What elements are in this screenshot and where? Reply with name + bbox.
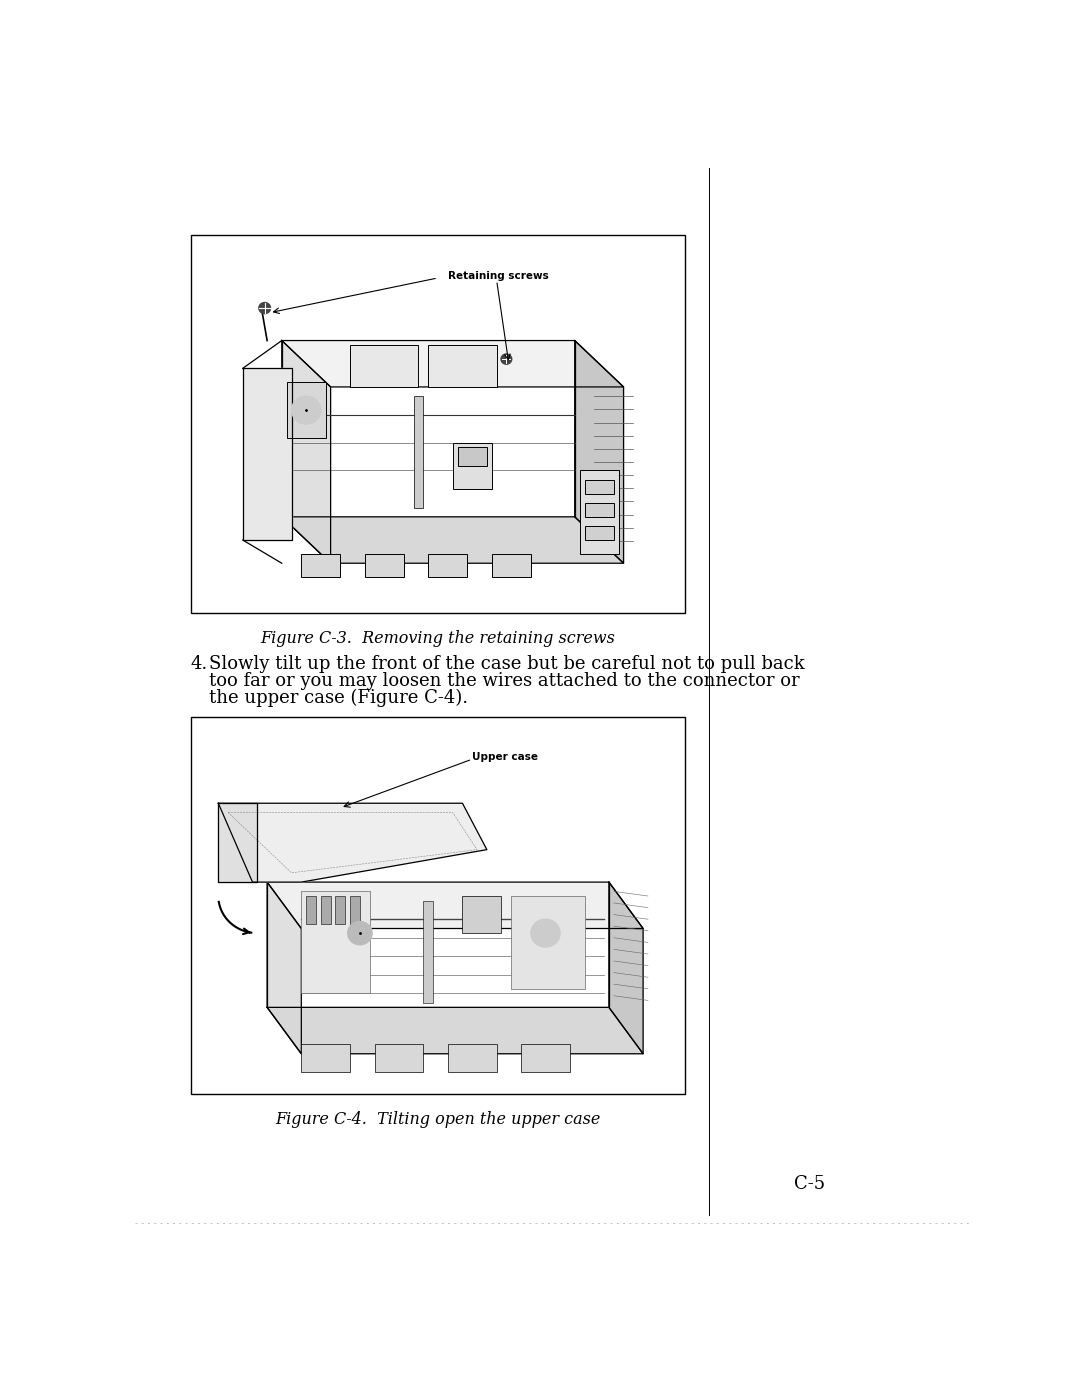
Text: C-5: C-5 — [794, 1175, 825, 1193]
Bar — [191, 717, 685, 1094]
Text: Figure C-3.  Removing the retaining screws: Figure C-3. Removing the retaining screw… — [260, 630, 616, 647]
Bar — [191, 236, 685, 613]
Text: the upper case (Figure C-4).: the upper case (Figure C-4). — [208, 689, 468, 707]
Text: 4.: 4. — [191, 655, 208, 673]
Text: Slowly tilt up the front of the case but be careful not to pull back: Slowly tilt up the front of the case but… — [208, 655, 805, 673]
Text: too far or you may loosen the wires attached to the connector or: too far or you may loosen the wires atta… — [208, 672, 799, 690]
Text: Figure C-4.  Tilting open the upper case: Figure C-4. Tilting open the upper case — [275, 1111, 600, 1127]
